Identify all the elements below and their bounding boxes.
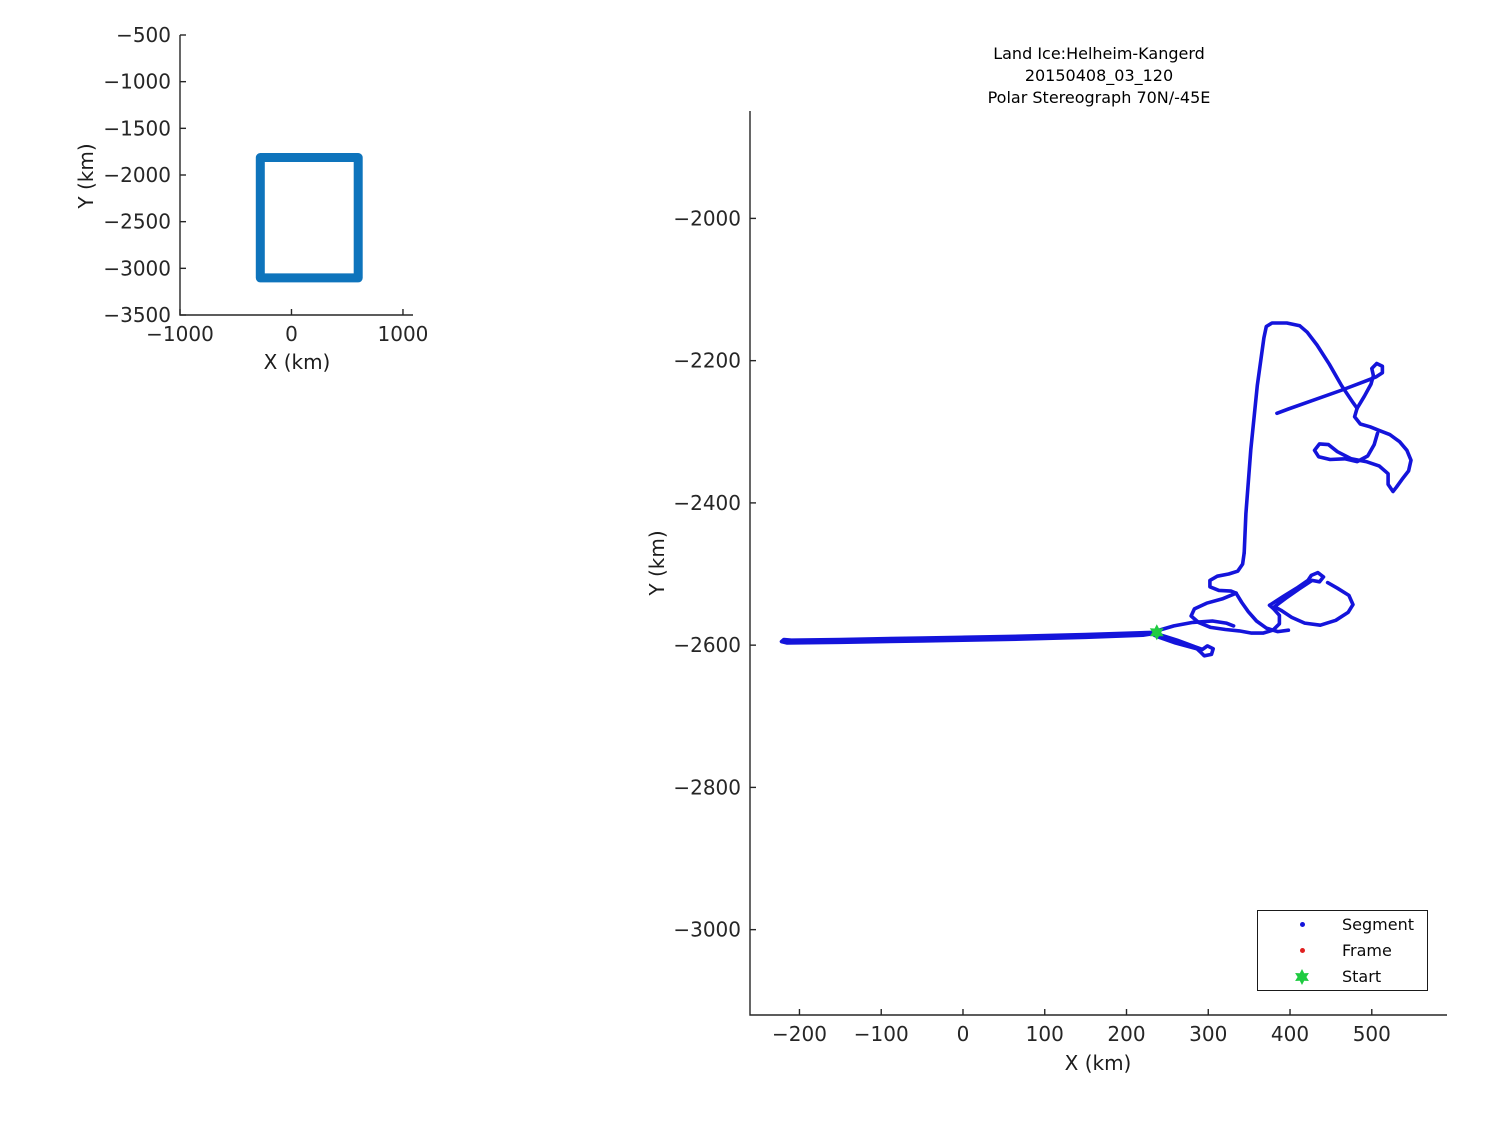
- transit-line-west: [779, 630, 1159, 645]
- start-spur-loop: [1152, 632, 1215, 658]
- main-x-axis-label: X (km): [1064, 1051, 1132, 1075]
- northbound-leg: [1242, 321, 1359, 555]
- flight-track-xtick-label: −100: [854, 1022, 909, 1046]
- title-line-3: Polar Stereograph 70N/-45E: [987, 88, 1211, 107]
- overview-inset-ytick-label: −3500: [103, 303, 171, 327]
- overview-inset-ytick-label: −3000: [103, 256, 171, 280]
- main-y-axis-label: Y (km): [645, 530, 669, 596]
- east-survey-loop: [1312, 406, 1413, 494]
- legend-row-frame: Frame: [1258, 938, 1427, 963]
- main-plot-title: Land Ice:Helheim-Kangerd 20150408_03_120…: [988, 43, 1211, 109]
- flight-track-axes: −200 −100 0 100 200 300 400 500 −2000 −2200 −2400 −…: [673, 111, 1447, 1046]
- flight-track-ytick-label: −2200: [673, 349, 741, 373]
- cluster-east-pretzel: [1267, 570, 1355, 627]
- frame-dot-icon: [1293, 941, 1311, 959]
- overview-inset-ytick-label: −1500: [103, 116, 171, 140]
- flight-track-xtick-label: 300: [1189, 1022, 1227, 1046]
- summit-loop-leg: [1275, 361, 1385, 416]
- legend-row-segment: Segment: [1258, 912, 1427, 937]
- overview-inset-axes: −1000 0 1000 −500 −1000 −1500 −2000 −2500 −3000 −…: [103, 23, 428, 346]
- coverage-extent-box: [255, 153, 363, 283]
- legend-label-start: Start: [1342, 967, 1382, 987]
- title-line-2: 20150408_03_120: [1024, 66, 1174, 85]
- start-hexagram-icon: [1293, 968, 1311, 986]
- overview-inset-xtick-label: 1000: [378, 322, 429, 346]
- overview-inset-xtick-label: 0: [285, 322, 298, 346]
- flight-track-xtick-label: 100: [1026, 1022, 1064, 1046]
- legend-row-start: Start: [1258, 964, 1427, 989]
- overview-inset-ytick-label: −1000: [103, 70, 171, 94]
- flight-track-spines: [749, 111, 1447, 1016]
- flight-track-ytick-label: −2000: [673, 206, 741, 230]
- overview-inset-xtick-label: −1000: [146, 322, 214, 346]
- legend-box: Segment Frame Start: [1257, 910, 1428, 991]
- inset-x-axis-label: X (km): [263, 350, 331, 374]
- legend-label-segment: Segment: [1342, 914, 1414, 934]
- overview-inset-spines: [179, 35, 413, 316]
- flight-track-ytick-label: −2400: [673, 491, 741, 515]
- flight-track-xtick-label: 500: [1353, 1022, 1391, 1046]
- legend-label-frame: Frame: [1342, 940, 1392, 960]
- flight-track-ytick-label: −2600: [673, 633, 741, 657]
- cluster-west-loop: [1189, 591, 1282, 635]
- cluster-north-lobe: [1208, 550, 1246, 595]
- overview-inset-ytick-label: −2500: [103, 210, 171, 234]
- title-line-1: Land Ice:Helheim-Kangerd: [993, 44, 1205, 63]
- cluster-center-strand: [1234, 591, 1291, 634]
- flight-track-ytick-label: −2800: [673, 775, 741, 799]
- inset-y-axis-label: Y (km): [74, 143, 98, 209]
- flight-track-ytick-label: −3000: [673, 918, 741, 942]
- flight-track-xtick-label: 200: [1107, 1022, 1145, 1046]
- overview-inset-ytick-label: −500: [116, 23, 171, 47]
- flight-track-xtick-label: 0: [957, 1022, 970, 1046]
- flight-track-xtick-label: −200: [772, 1022, 827, 1046]
- start-marker: [1149, 624, 1164, 641]
- segment-dot-icon: [1293, 915, 1311, 933]
- flight-track-xtick-label: 400: [1271, 1022, 1309, 1046]
- overview-inset-ytick-label: −2000: [103, 163, 171, 187]
- approach-segment: [1155, 619, 1236, 633]
